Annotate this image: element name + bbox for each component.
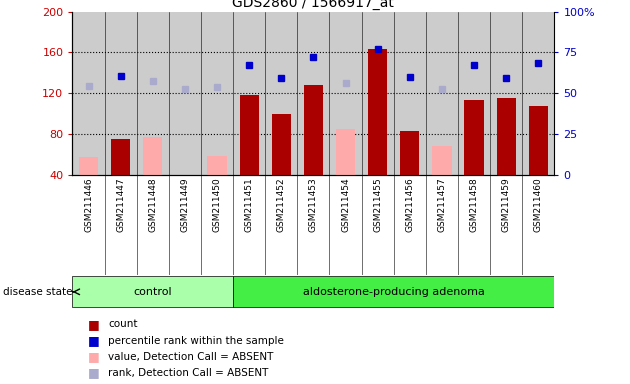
Bar: [336, 129, 355, 175]
Bar: [458, 12, 490, 175]
Bar: [137, 12, 169, 175]
Bar: [105, 12, 137, 175]
Text: ■: ■: [88, 318, 100, 331]
Text: GSM211460: GSM211460: [534, 178, 543, 232]
FancyBboxPatch shape: [233, 276, 554, 307]
Bar: [496, 98, 516, 175]
Text: GSM211456: GSM211456: [405, 178, 415, 232]
FancyBboxPatch shape: [72, 276, 233, 307]
Title: GDS2860 / 1566917_at: GDS2860 / 1566917_at: [232, 0, 394, 10]
Text: count: count: [108, 319, 138, 329]
Bar: [329, 12, 362, 175]
Text: GSM211455: GSM211455: [373, 178, 382, 232]
Bar: [464, 100, 484, 175]
Text: GSM211449: GSM211449: [180, 178, 190, 232]
Text: control: control: [134, 287, 172, 297]
Text: GSM211447: GSM211447: [116, 178, 125, 232]
Text: ■: ■: [88, 350, 100, 363]
Bar: [111, 139, 130, 175]
Text: GSM211452: GSM211452: [277, 178, 286, 232]
Bar: [143, 137, 163, 175]
Text: aldosterone-producing adenoma: aldosterone-producing adenoma: [303, 287, 484, 297]
Text: GSM211451: GSM211451: [244, 178, 254, 232]
Text: percentile rank within the sample: percentile rank within the sample: [108, 336, 284, 346]
Bar: [490, 12, 522, 175]
Bar: [233, 12, 265, 175]
Bar: [394, 12, 426, 175]
Text: GSM211448: GSM211448: [148, 178, 158, 232]
Bar: [265, 12, 297, 175]
Bar: [400, 131, 420, 175]
Text: ■: ■: [88, 334, 100, 347]
Bar: [201, 12, 233, 175]
Text: ■: ■: [88, 366, 100, 379]
Bar: [79, 157, 98, 175]
Bar: [239, 95, 259, 175]
Bar: [304, 85, 323, 175]
Bar: [522, 12, 554, 175]
Bar: [72, 12, 105, 175]
Bar: [297, 12, 329, 175]
Text: GSM211446: GSM211446: [84, 178, 93, 232]
Text: GSM211459: GSM211459: [501, 178, 511, 232]
Text: value, Detection Call = ABSENT: value, Detection Call = ABSENT: [108, 352, 273, 362]
Bar: [272, 114, 291, 175]
Bar: [207, 156, 227, 175]
Bar: [426, 12, 458, 175]
Text: GSM211458: GSM211458: [469, 178, 479, 232]
Bar: [529, 106, 548, 175]
Bar: [169, 12, 201, 175]
Bar: [432, 146, 452, 175]
Text: GSM211453: GSM211453: [309, 178, 318, 232]
Text: GSM211454: GSM211454: [341, 178, 350, 232]
Text: GSM211450: GSM211450: [212, 178, 222, 232]
Text: disease state: disease state: [3, 287, 72, 297]
Bar: [362, 12, 394, 175]
Text: rank, Detection Call = ABSENT: rank, Detection Call = ABSENT: [108, 368, 269, 378]
Bar: [368, 49, 387, 175]
Text: GSM211457: GSM211457: [437, 178, 447, 232]
